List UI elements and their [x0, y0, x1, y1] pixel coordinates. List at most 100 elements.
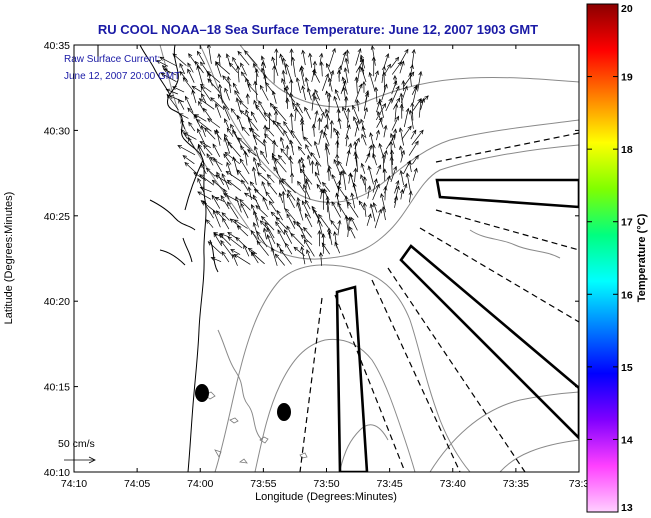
current-vector: [224, 118, 229, 129]
current-vector-head: [203, 107, 208, 113]
current-vector: [276, 210, 283, 221]
current-vector: [311, 92, 315, 111]
current-vector: [345, 96, 347, 111]
current-vector-head: [321, 188, 326, 194]
current-vector: [198, 101, 205, 112]
current-vector-head: [247, 149, 252, 154]
current-vector: [212, 143, 221, 157]
current-vector-head: [312, 60, 317, 66]
current-vector-head: [347, 216, 352, 222]
current-vector: [314, 96, 323, 113]
current-vector: [290, 140, 294, 156]
current-vector-head: [389, 155, 394, 161]
current-vector: [196, 119, 212, 132]
current-vector-head: [326, 168, 331, 173]
current-vector-head: [334, 88, 339, 94]
current-vector-head: [317, 230, 322, 235]
colorbar-tick-label: 18: [621, 144, 633, 156]
current-vector: [234, 254, 251, 265]
current-vector-head: [199, 174, 204, 179]
current-vector: [179, 113, 189, 119]
current-vector-head: [303, 226, 308, 232]
current-vector-head: [196, 50, 201, 56]
current-vector-head: [356, 119, 361, 125]
current-vector-head: [245, 77, 250, 83]
current-vector-head: [399, 92, 404, 98]
current-vector-head: [266, 227, 271, 232]
current-vector-head: [276, 121, 282, 127]
current-vector: [201, 93, 207, 103]
x-tick-label: 73:3: [569, 478, 590, 490]
current-vector: [287, 189, 296, 201]
current-vector-head: [240, 62, 244, 68]
current-vector: [321, 73, 329, 92]
current-vector-head: [280, 148, 285, 153]
colorbar-ticks: 20 19 18 17 16 15 14 13: [587, 3, 633, 514]
current-vector-head: [334, 241, 339, 247]
current-vector-head: [369, 132, 374, 137]
current-vector-head: [206, 45, 211, 49]
current-vector-head: [341, 76, 346, 82]
current-vector: [230, 124, 239, 140]
current-vector: [300, 67, 305, 87]
current-vector-head: [370, 45, 375, 50]
current-vector-head: [319, 52, 324, 58]
current-vector-head: [408, 190, 413, 196]
current-vector-head: [241, 126, 246, 131]
current-vector-head: [383, 83, 388, 89]
current-vector-head: [318, 251, 324, 257]
current-vector: [208, 45, 212, 64]
current-vector-head: [249, 181, 255, 186]
current-vector: [223, 105, 231, 121]
current-vector-head: [360, 67, 365, 72]
current-vector-head: [286, 193, 291, 199]
current-vector: [328, 93, 330, 114]
current-vector: [247, 118, 259, 131]
current-vector: [382, 154, 385, 173]
current-vector: [273, 106, 287, 122]
current-vector-head: [297, 158, 302, 164]
current-vector-head: [252, 194, 257, 200]
current-vector-head: [213, 157, 218, 163]
current-vector-head: [252, 221, 257, 227]
current-vector: [304, 213, 313, 228]
current-vector-head: [342, 51, 347, 56]
current-vector: [370, 132, 374, 146]
current-vector: [237, 115, 243, 127]
current-vector-head: [378, 208, 383, 214]
current-vector: [313, 70, 321, 83]
current-vector-head: [306, 249, 311, 254]
current-vector: [305, 200, 311, 210]
current-vector: [280, 137, 285, 149]
current-vector-head: [224, 87, 229, 93]
current-vector-head: [376, 110, 381, 116]
current-vector-head: [317, 218, 322, 224]
current-vector: [400, 145, 403, 158]
current-vector-head: [241, 179, 246, 185]
current-vector-head: [162, 68, 168, 73]
current-vector: [379, 98, 384, 118]
colorbar-tick-label: 17: [621, 217, 633, 229]
current-vector: [234, 90, 242, 102]
current-vector: [345, 58, 350, 74]
current-vector-head: [291, 56, 296, 62]
current-vector: [318, 117, 320, 131]
current-vector-head: [388, 97, 393, 103]
current-vector: [263, 139, 268, 158]
current-vector-head: [274, 48, 279, 53]
current-vector: [206, 219, 214, 228]
current-vector-head: [359, 57, 364, 63]
current-vector: [328, 70, 334, 87]
current-vector: [223, 153, 232, 165]
current-vector: [255, 104, 268, 122]
y-axis-label: Latitude (Degrees:Minutes): [3, 192, 15, 325]
current-vector-head: [212, 143, 217, 149]
current-vector-head: [395, 180, 400, 185]
y-tick-label: 40:20: [44, 296, 70, 308]
current-vector: [261, 216, 275, 231]
current-vector-head: [325, 195, 330, 201]
current-vector-head: [344, 195, 349, 201]
current-vector-head: [289, 112, 294, 118]
current-vector: [361, 67, 367, 83]
current-vector: [345, 196, 349, 209]
